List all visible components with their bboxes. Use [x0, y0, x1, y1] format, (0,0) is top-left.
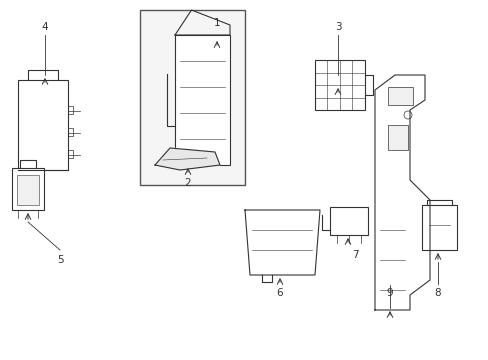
- Bar: [140, 10, 244, 185]
- Polygon shape: [155, 148, 220, 170]
- Text: 8: 8: [434, 288, 440, 298]
- Text: 6: 6: [276, 288, 283, 298]
- Text: 7: 7: [351, 250, 358, 260]
- Polygon shape: [244, 210, 319, 275]
- Text: 2: 2: [184, 178, 191, 188]
- Bar: [12, 168, 44, 210]
- Bar: [387, 125, 407, 150]
- Text: 3: 3: [334, 22, 341, 32]
- Bar: [329, 207, 367, 235]
- Bar: [421, 205, 456, 250]
- Bar: [18, 80, 68, 170]
- Bar: [17, 175, 39, 205]
- Bar: [175, 35, 229, 165]
- Text: 9: 9: [386, 288, 392, 298]
- Bar: [314, 60, 364, 110]
- Text: 5: 5: [57, 255, 63, 265]
- Text: 1: 1: [213, 18, 220, 28]
- Polygon shape: [374, 75, 429, 310]
- Text: 4: 4: [41, 22, 48, 32]
- Bar: [387, 87, 412, 105]
